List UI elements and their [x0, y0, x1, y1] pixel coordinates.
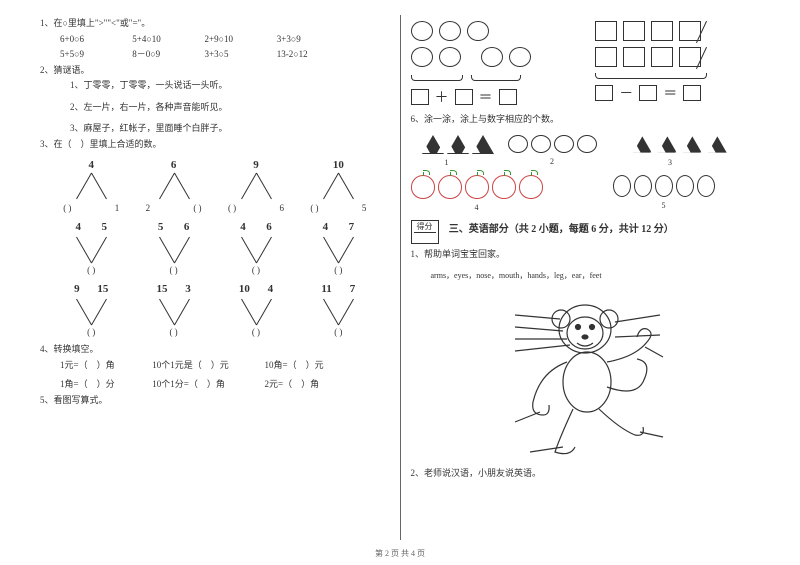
q5-shapes: ＋＝ －＝: [411, 15, 761, 107]
q3-1: 1、帮助单词宝宝回家。: [411, 248, 761, 262]
branch-row-2: 45( ) 56( ) 46( ) 47( ): [40, 221, 390, 275]
q2-1: 1、丁零零，丁零零，一头说话一头听。: [40, 79, 390, 93]
q2-title: 2、猜谜语。: [40, 64, 390, 78]
crossed-square-icon: [679, 21, 701, 41]
branch-row-1: 4( )1 62( ) 9( )6 10( )5: [40, 159, 390, 213]
page-footer: 第 2 页 共 4 页: [0, 548, 800, 559]
english-words: arms，eyes，nose，mouth，hands，leg，ear，feet: [411, 270, 761, 282]
equation-plus: ＋＝: [411, 87, 576, 107]
q3-title: 3、在（ ）里填上合适的数。: [40, 138, 390, 152]
q2-2: 2、左一片，右一片，各种声音能听见。: [40, 101, 390, 115]
q1-row2: 5+5○9 8－0○9 3+3○5 13-2○12: [40, 48, 390, 62]
q2-3: 3、麻屋子，红帐子，里面睡个白胖子。: [40, 122, 390, 136]
section-3-header: 得分 三、英语部分（共 2 小题，每题 6 分，共计 12 分）: [411, 220, 761, 245]
score-box: 得分: [411, 220, 439, 245]
q5-title: 5、看图写算式。: [40, 394, 390, 408]
right-column: ＋＝ －＝ 6、涂一涂，涂上与数字相应的个数。 1 2 3: [401, 15, 771, 540]
q4-title: 4、转换填空。: [40, 343, 390, 357]
triangle-icon: [411, 135, 433, 154]
monkey-illustration: [485, 287, 685, 462]
apple-icon: [411, 175, 435, 199]
monkey-svg: [485, 287, 685, 462]
q6-title: 6、涂一涂，涂上与数字相应的个数。: [411, 113, 761, 127]
square-icon: [595, 21, 617, 41]
q6-shapes: 1 2 3 4 5: [411, 135, 761, 212]
oval-icon: [411, 21, 433, 41]
q3-2: 2、老师说汉语，小朋友说英语。: [411, 467, 761, 481]
q4-r1: 1元=（ ）角 10个1元是（ ）元 10角=（ ）元: [40, 359, 390, 373]
q4-r2: 1角=（ ）分 10个1分=（ ）角 2元=（ ）角: [40, 378, 390, 392]
q1-row1: 6+0○6 5+4○10 2+9○10 3+3○9: [40, 33, 390, 47]
equation-minus: －＝: [595, 83, 760, 103]
left-column: 1、在○里填上">""<"或"="。 6+0○6 5+4○10 2+9○10 3…: [30, 15, 401, 540]
branch-row-3: 915( ) 153( ) 104( ) 117( ): [40, 283, 390, 337]
q1-title: 1、在○里填上">""<"或"="。: [40, 17, 390, 31]
